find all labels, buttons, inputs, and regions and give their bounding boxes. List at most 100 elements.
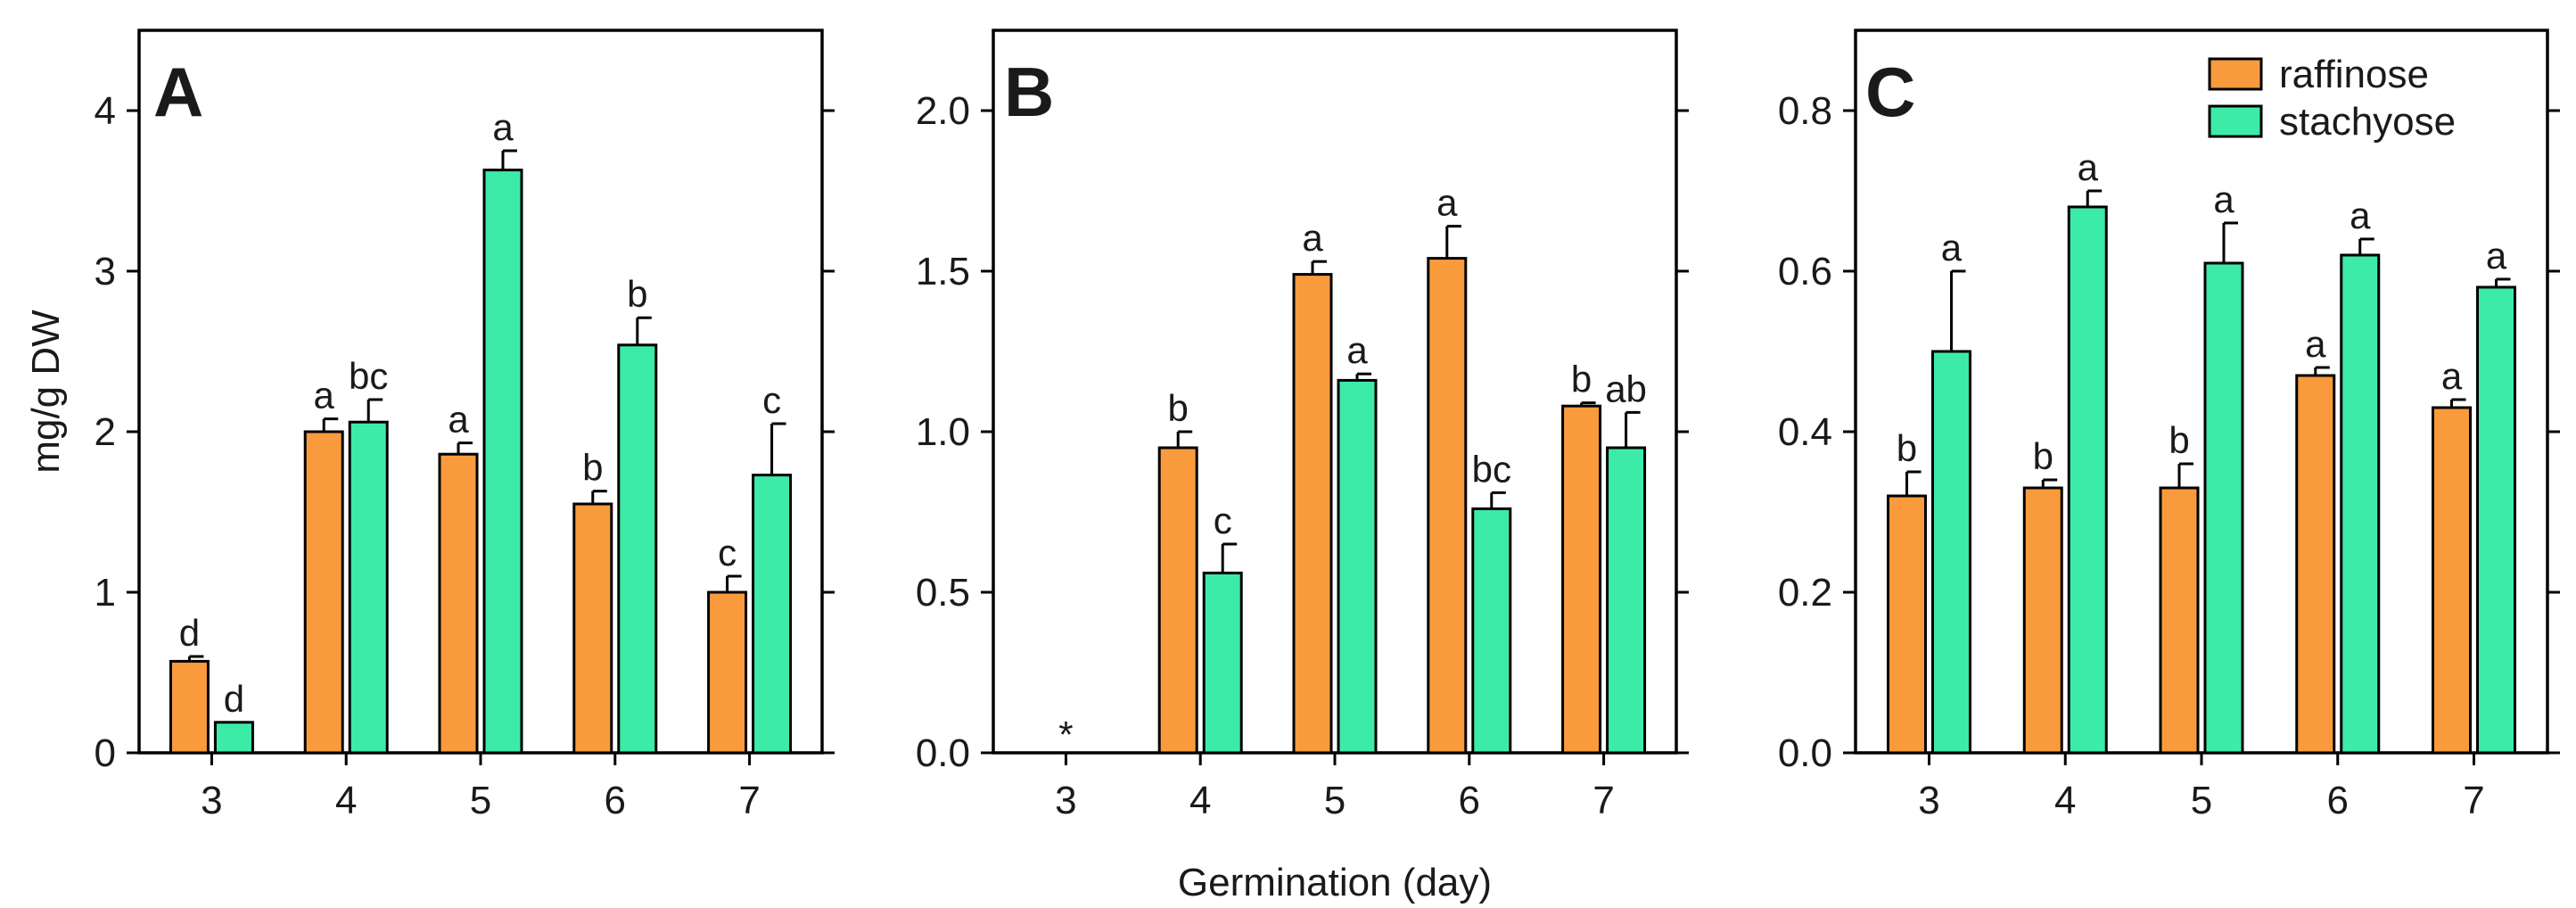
panel-b-bar-stachyose [1471,507,1512,755]
panel-c-ytick-label: 0.4 [1778,410,1832,454]
panel-a-sig-label-raffinose: a [448,399,469,441]
panel-c-sig-label-raffinose: b [2033,435,2053,477]
legend-label-stachyose: stachyose [2279,100,2456,144]
panel-b-bar-raffinose [1561,404,1602,755]
panel-a-sig-label-raffinose: d [179,612,200,654]
panel-c-bar-raffinose [2022,486,2063,755]
panel-c-bar-stachyose [2067,205,2108,755]
panel-c-bar-stachyose [2340,253,2381,755]
panel-c-ytick-label: 0.8 [1778,89,1832,133]
panel-c-ytick-label: 0.2 [1778,571,1832,615]
panel-c-bar-stachyose [2476,285,2517,755]
panel-c-xtick-label: 4 [2054,779,2076,822]
legend-label-raffinose: raffinose [2279,53,2429,96]
panel-b-sig-label-stachyose: a [1346,329,1368,371]
panel-b-xtick-label: 5 [1324,779,1346,822]
panel-c-xtick-label: 6 [2327,779,2349,822]
legend-swatch-stachyose [2208,104,2263,138]
panel-c-sig-label-raffinose: b [1897,427,1917,469]
panel-a-sig-label-stachyose: d [224,678,244,720]
panel-a-bar-stachyose [482,169,523,755]
panel-b-sig-label-raffinose: a [1302,217,1323,259]
panel-b-letter: B [1004,53,1054,131]
panel-b-ytick-label: 0.0 [916,731,970,775]
panel-b-ytick-label: 2.0 [916,89,970,133]
panel-b-xtick-label: 4 [1189,779,1211,822]
x-axis-title: Germination (day) [1178,861,1492,904]
panel-b-sig-label-raffinose: b [1168,387,1189,429]
panel-c-sig-label-stachyose: a [2486,235,2507,277]
panel-b-xtick-label: 3 [1055,779,1076,822]
panel-c-bar-stachyose [2203,261,2244,755]
panel-c-sig-label-stachyose: a [1941,227,1963,268]
panel-c-sig-label-raffinose: a [2441,355,2463,397]
panel-b-xtick-label: 6 [1459,779,1480,822]
panel-a-bar-stachyose [617,343,658,755]
panel-a-bar-stachyose [213,721,254,755]
panel-c-sig-label-stachyose: a [2350,194,2371,236]
panel-c-ytick-label: 0.0 [1778,731,1832,775]
legend-swatch-raffinose [2208,57,2263,91]
panel-c-sig-label-stachyose: a [2213,178,2234,220]
panel-b-ytick-label: 1.0 [916,410,970,454]
panel-a-ytick-label: 0 [95,731,116,775]
panel-c-ytick-label: 0.6 [1778,250,1832,293]
panel-a-xtick-label: 7 [738,779,760,822]
panel-a-bar-raffinose [169,659,210,755]
panel-a-bar-raffinose [572,502,613,755]
panel-b-bar-raffinose [1292,273,1333,755]
panel-a-sig-label-stachyose: bc [349,355,388,397]
panel-c-bar-raffinose [2432,406,2473,755]
panel-b-sig-label-stachyose: bc [1472,448,1511,490]
panel-a-ytick-label: 2 [95,410,116,454]
panel-a-bar-stachyose [348,420,389,755]
panel-b-sig-label-stachyose: ab [1605,367,1647,409]
panel-a-ytick-label: 3 [95,250,116,293]
panel-c-bar-raffinose [2295,374,2336,755]
y-axis-title: mg/g DW [24,310,68,474]
panel-a-ytick-label: 4 [95,89,116,133]
panel-c-bar-raffinose [2159,486,2200,755]
panel-c-plot: 0.0 0.2 0.4 0.6 0.8 3 4 5 6 7 b b b a a a a a a a [1778,89,2560,822]
panel-a-bar-raffinose [707,590,748,755]
panel-b-sig-label-stachyose: c [1214,499,1232,541]
panel-c-bar-raffinose [1886,494,1927,755]
panel-b-bar-stachyose [1337,378,1378,755]
panel-a-xtick-label: 6 [605,779,626,822]
panel-a-sig-label-raffinose: c [718,532,737,574]
panel-a-sig-label-stachyose: c [762,379,781,421]
panel-c-letter: C [1865,53,1915,131]
panel-c-sig-label-raffinose: b [2169,419,2189,461]
panel-c-xtick-label: 5 [2191,779,2212,822]
panel-a-xtick-label: 3 [201,779,222,822]
panel-b-annotation: * [1058,714,1073,755]
panel-a-bar-stachyose [752,474,793,755]
panel-c-sig-label-stachyose: a [2078,146,2099,188]
panel-b-sig-label-raffinose: b [1571,359,1592,400]
panel-b-xtick-label: 7 [1593,779,1614,822]
panel-b-bar-stachyose [1202,571,1243,755]
panel-a-sig-label-stachyose: a [492,106,514,148]
panel-c-xtick-label: 7 [2463,779,2484,822]
panel-a-sig-label-stachyose: b [627,273,647,315]
panel-b-bar-stachyose [1606,446,1647,755]
panel-a-sig-label-raffinose: a [314,375,335,417]
panel-c-xtick-label: 3 [1918,779,1939,822]
panel-a-xtick-label: 5 [470,779,491,822]
panel-a-sig-label-raffinose: b [582,447,603,489]
panel-b-sig-label-raffinose: a [1436,182,1458,224]
panel-a-bar-raffinose [303,430,344,755]
panel-a-bar-raffinose [438,452,479,755]
panel-b-ytick-label: 1.5 [916,250,970,293]
panel-c-bar-stachyose [1930,350,1971,755]
panel-b-bar-raffinose [1157,446,1198,755]
panel-a-ytick-label: 1 [95,571,116,615]
panel-a-xtick-label: 4 [335,779,357,822]
panel-c-sig-label-raffinose: a [2305,323,2326,365]
panel-b-ytick-label: 0.5 [916,571,970,615]
panel-a-letter: A [153,53,203,131]
panel-b-bar-raffinose [1427,257,1468,755]
